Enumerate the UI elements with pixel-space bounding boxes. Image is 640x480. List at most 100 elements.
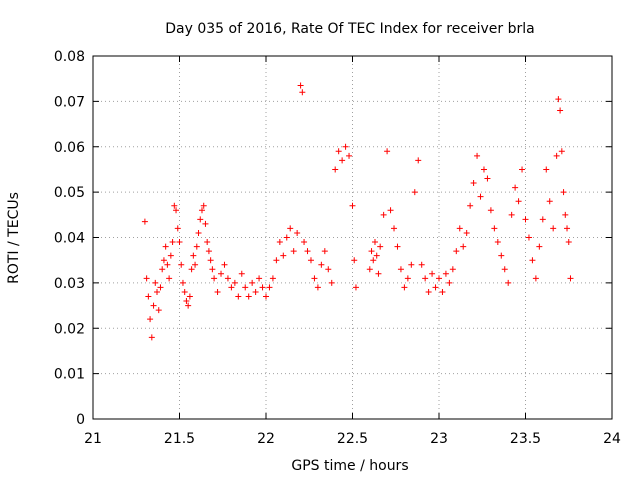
y-tick-label: 0.06 — [54, 140, 85, 156]
y-tick-label: 0.02 — [54, 321, 85, 337]
data-point — [432, 284, 439, 291]
data-points — [141, 82, 574, 341]
data-point — [422, 275, 429, 282]
data-point — [154, 288, 161, 295]
data-point — [339, 157, 346, 164]
data-point — [211, 275, 218, 282]
data-point — [522, 216, 529, 223]
data-point — [167, 252, 174, 259]
data-point — [391, 225, 398, 232]
data-point — [159, 266, 166, 273]
data-point — [202, 220, 209, 227]
data-point — [453, 248, 460, 255]
y-axis-label: ROTI / TECUs — [6, 192, 22, 284]
data-point — [273, 257, 280, 264]
data-point — [328, 279, 335, 286]
data-point — [508, 211, 515, 218]
data-point — [204, 239, 211, 246]
data-point — [460, 243, 467, 250]
data-point — [474, 152, 481, 159]
data-point — [181, 288, 188, 295]
data-point — [387, 207, 394, 214]
data-point — [148, 334, 155, 341]
data-point — [484, 175, 491, 182]
data-point — [439, 288, 446, 295]
data-point — [304, 248, 311, 255]
data-point — [145, 293, 152, 300]
data-point — [166, 275, 173, 282]
data-point — [141, 218, 148, 225]
data-point — [186, 293, 193, 300]
data-point — [487, 207, 494, 214]
data-point — [193, 243, 200, 250]
data-point — [252, 288, 259, 295]
x-tick-label: 21 — [84, 431, 102, 447]
x-axis-label: GPS time / hours — [291, 458, 408, 474]
data-point — [384, 148, 391, 155]
data-point — [543, 166, 550, 173]
data-point — [394, 243, 401, 250]
data-point — [311, 275, 318, 282]
data-point — [238, 270, 245, 277]
data-point — [539, 216, 546, 223]
data-point — [380, 211, 387, 218]
data-point — [190, 252, 197, 259]
data-point — [470, 180, 477, 187]
data-point — [351, 257, 358, 264]
data-point — [207, 257, 214, 264]
data-point — [436, 275, 442, 282]
data-point — [287, 225, 294, 232]
data-point — [463, 229, 470, 236]
data-point — [280, 252, 287, 259]
data-point — [263, 293, 269, 300]
data-point — [446, 279, 453, 286]
data-point — [429, 270, 436, 277]
data-point — [171, 202, 178, 209]
data-point — [209, 266, 216, 273]
y-tick-label: 0.04 — [54, 231, 85, 247]
data-point — [294, 229, 301, 236]
data-point — [415, 157, 422, 164]
data-point — [494, 239, 501, 246]
data-point — [525, 234, 532, 241]
data-point — [480, 166, 487, 173]
data-point — [550, 225, 557, 232]
data-point — [408, 261, 415, 268]
data-point — [169, 239, 176, 246]
chart-title: Day 035 of 2016, Rate Of TEC Index for r… — [165, 21, 534, 37]
data-point — [224, 275, 231, 282]
data-point — [565, 239, 572, 246]
data-point — [218, 270, 225, 277]
data-point — [155, 307, 162, 314]
data-point — [467, 202, 474, 209]
data-point — [174, 225, 181, 232]
y-tick-label: 0.07 — [54, 94, 85, 110]
data-point — [546, 198, 553, 205]
data-point — [505, 279, 512, 286]
data-point — [366, 266, 373, 273]
data-point — [564, 225, 571, 232]
data-point — [325, 266, 332, 273]
data-point — [553, 152, 560, 159]
data-point — [557, 107, 564, 114]
data-point — [397, 266, 404, 273]
y-tick-label: 0.03 — [54, 276, 85, 292]
data-point — [371, 239, 378, 246]
data-point — [404, 275, 411, 282]
data-point — [567, 275, 574, 282]
data-point — [176, 239, 183, 246]
data-point — [283, 234, 290, 241]
x-tick-label: 23.5 — [510, 431, 541, 447]
x-tick-label: 23 — [430, 431, 448, 447]
data-point — [214, 288, 221, 295]
data-point — [515, 198, 522, 205]
data-point — [370, 257, 377, 264]
data-point — [245, 293, 252, 300]
data-point — [314, 284, 321, 291]
data-point — [195, 229, 202, 236]
data-point — [456, 225, 463, 232]
ticks: 21 21.5 22 22.5 23 23.5 24 0 0.01 0.02 0.03 0.04 0.0… — [54, 49, 621, 447]
data-point — [192, 261, 199, 268]
